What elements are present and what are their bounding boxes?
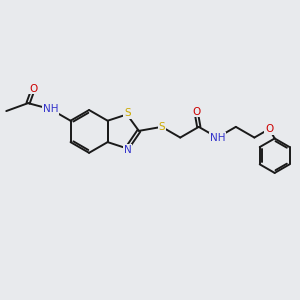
Text: NH: NH (43, 104, 58, 114)
Text: S: S (124, 108, 131, 118)
Text: O: O (192, 106, 200, 117)
Text: S: S (158, 122, 165, 132)
Text: N: N (124, 145, 131, 154)
Text: NH: NH (210, 133, 225, 142)
Text: O: O (29, 84, 38, 94)
Text: O: O (265, 124, 273, 134)
